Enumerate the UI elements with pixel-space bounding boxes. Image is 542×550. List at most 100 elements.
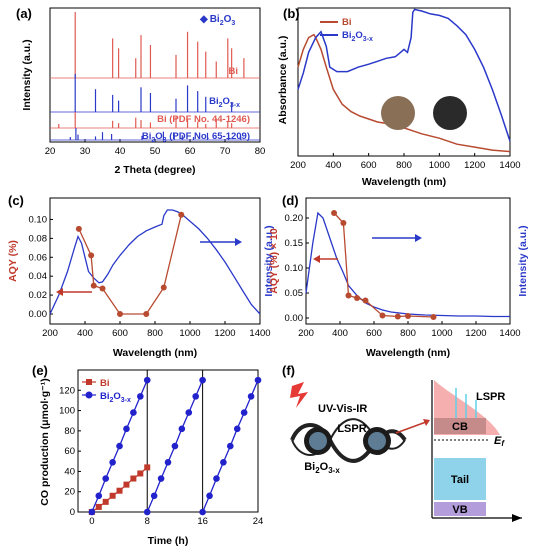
e-ytick-label-2: 40 (64, 466, 75, 477)
xtick-label-a-1: 30 (80, 146, 91, 157)
trace-label-pdf-o-sub: 2 (151, 137, 155, 144)
legend-a-marker: ◆ (199, 14, 208, 25)
series-e-2-point-8 (199, 376, 206, 384)
b-xtick-label-2: 600 (361, 160, 377, 171)
series-e-3-point-0 (199, 508, 206, 516)
vb-band (434, 502, 486, 516)
series-e-2-point-4 (171, 442, 179, 450)
c-ytick-label-3: 0.06 (29, 252, 48, 263)
series-d-aqy-point-1 (340, 220, 347, 226)
e-ytick-label-4: 80 (64, 426, 75, 437)
trace-label-bi2o3x-sub: 2 (219, 102, 223, 109)
lspr-left-label: LSPR (337, 423, 366, 435)
plot-frame-b (297, 7, 511, 157)
series-e-1-point-0 (88, 508, 96, 516)
trace-label-pdf-bi: Bi (PDF No. 44-1246) (157, 114, 250, 125)
legend-a-mid: O (224, 14, 232, 25)
series-c-aqy-point-7 (178, 211, 185, 218)
material-main: Bi (304, 461, 315, 473)
series-d-aqy-point-0 (331, 210, 338, 216)
panel-b: (b) Absorbance (a.u.) Wavelength (nm) 20… (277, 6, 521, 188)
ylabel-b: Absorbance (a.u.) (277, 36, 289, 125)
ylabel-right-d: Intensity (a.u.) (517, 225, 529, 296)
c-xtick-label-1: 400 (77, 328, 93, 339)
lspr-right-label: LSPR (476, 391, 505, 403)
series-e-1-point-4 (116, 442, 123, 450)
series-e-0-point-3 (109, 492, 116, 499)
c-xtick-label-2: 600 (112, 328, 128, 339)
panel-label-e: (e) (32, 363, 48, 378)
xtick-label-a-6: 80 (255, 146, 266, 157)
d-ytick-label-2: 0.10 (285, 263, 304, 274)
series-e-1-point-3 (109, 459, 116, 466)
series-e-0-point-7 (137, 470, 144, 477)
series-c-aqy-point-6 (160, 284, 167, 291)
b-xtick-label-0: 200 (290, 160, 306, 171)
series-e-0-point-5 (123, 481, 130, 488)
series-e-3-point-8 (254, 376, 262, 384)
panel-c: (c) AQY (%) Intensity (a.u.) Wavelength … (7, 193, 275, 359)
series-e-3-point-4 (227, 442, 234, 450)
series-e-0-point-6 (130, 475, 137, 482)
ylabel-right-c: Intensity (a.u.) (263, 225, 275, 296)
b-xtick-label-4: 1000 (429, 160, 450, 171)
cb-label: CB (452, 421, 468, 433)
trace-label-pdf-o-main: Bi (142, 131, 152, 142)
xtick-label-a-0: 20 (45, 146, 56, 157)
trace-label-bi2o3x: Bi2O3-x (209, 96, 240, 109)
legend-b-label-bi2o3x: Bi2O3-x (342, 30, 373, 43)
legend-b-sub: 2 (352, 36, 356, 43)
legend-e-sub2: 3-x (121, 397, 131, 404)
series-c-aqy-point-3 (99, 285, 106, 292)
c-xtick-label-3: 800 (147, 328, 163, 339)
c-xtick-label-6: 1400 (249, 328, 270, 339)
legend-a-sub2: 3 (231, 20, 235, 27)
xlabel-d: Wavelength (nm) (366, 347, 450, 359)
series-b (297, 8, 511, 153)
trace-label-bi2o3x-mid: O (222, 96, 229, 107)
panel-label-f: (f) (282, 363, 295, 378)
series-e-0-point-4 (116, 487, 123, 494)
series-e-1-point-1 (95, 492, 103, 500)
panel-e: (e) CO production (μmol·g⁻¹) Time (h) 0 8… (32, 363, 263, 547)
b-xtick-label-6: 1400 (499, 160, 520, 171)
series-c-aqy-point-2 (90, 282, 97, 289)
d-xtick-label-0: 200 (298, 328, 314, 339)
xtick-label-a-2: 40 (115, 146, 126, 157)
c-ytick-label-4: 0.08 (29, 233, 48, 244)
series-e-2-point-0 (143, 508, 151, 516)
series-e-0-point-8 (144, 464, 151, 471)
fermi-label: Ef (494, 435, 505, 448)
ylabel-a: Intensity (a.u.) (21, 39, 33, 110)
arrow-right-c (200, 238, 242, 246)
e-xtick-label-0: 0 (89, 516, 94, 527)
material-sub: 2 (315, 466, 320, 475)
plot-frame-c (49, 197, 261, 325)
series-d-intensity (305, 211, 510, 318)
d-ytick-label-4: 0.20 (285, 213, 304, 224)
d-ytick-label-0: 0.00 (285, 313, 304, 324)
panel-label-b: (b) (283, 6, 300, 21)
series-e-1-point-7 (137, 393, 144, 400)
material-label: Bi2O3-x (304, 461, 340, 475)
arrow-left-d (313, 255, 338, 263)
series-d-aqy (333, 212, 434, 318)
legend-b-main: Bi (342, 30, 352, 41)
c-ytick-label-0: 0.00 (29, 309, 48, 320)
legend-a: ◆ Bi2O3 (199, 14, 235, 27)
light-label: UV-Vis-IR (318, 403, 367, 415)
xtick-label-a-4: 60 (185, 146, 196, 157)
ylabel-e: CO production (μmol·g⁻¹) (39, 378, 51, 505)
series-e-2-point-6 (185, 409, 193, 416)
series-d-aqy-point-4 (362, 297, 369, 304)
series-e-0-point-1 (95, 503, 102, 510)
vb-label: VB (452, 504, 467, 516)
series-c-aqy-point-5 (143, 311, 150, 317)
fermi-main: E (494, 435, 502, 447)
cb-band (434, 418, 486, 434)
axes-d: 200 400 600 800 1000 1200 1400 0.00 0.05 0.10 0.15… (285, 213, 521, 339)
legend-b-label-bi: Bi (342, 17, 352, 28)
trace-label-pdf-o-tail: (PDF No. 65-1209) (167, 131, 250, 142)
axes-c: 200 400 600 800 1000 1200 1400 0.00 0.02 0.04 0.06… (29, 214, 271, 339)
